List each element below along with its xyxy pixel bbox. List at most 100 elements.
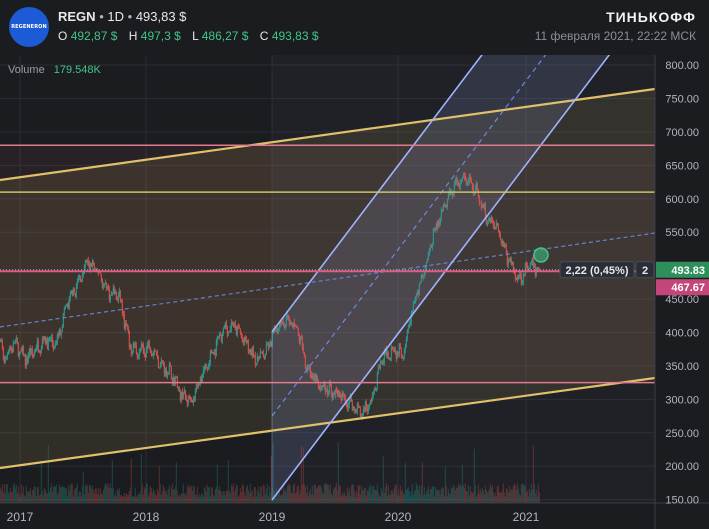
candle-body [432, 229, 434, 244]
volume-bar [451, 488, 453, 503]
volume-bar [398, 495, 400, 503]
volume-bar [459, 483, 461, 503]
long-channel-midline[interactable] [0, 232, 655, 328]
candle-body [488, 217, 490, 222]
candle-body [7, 351, 9, 354]
volume-bar [320, 487, 322, 503]
volume-bar [36, 487, 38, 503]
volume-bar [434, 486, 436, 503]
candle-body [73, 288, 75, 294]
volume-bar [241, 484, 243, 503]
volume-indicator-label[interactable]: Volume 179.548K [8, 64, 101, 76]
candle-body [116, 298, 118, 300]
volume-bar [415, 483, 417, 503]
price-chart[interactable]: 800.00 750.00 700.00 650.00 600.00 550.00 450.… [0, 55, 709, 529]
candle-body [291, 323, 293, 327]
long-channel-lower-line[interactable] [0, 376, 655, 470]
volume-bar [260, 486, 262, 503]
candle-body [89, 263, 91, 270]
volume-bar [503, 492, 505, 503]
volume-bar [482, 490, 484, 503]
volume-bar [87, 493, 89, 503]
volume-bar [238, 495, 240, 503]
candle-body [90, 263, 92, 267]
candle-body [2, 347, 4, 358]
volume-bar [472, 491, 474, 503]
volume-bar [301, 484, 303, 503]
volume-bar [171, 483, 173, 503]
volume-bar [61, 485, 63, 503]
regression-channel-lower-line[interactable] [271, 55, 655, 501]
drawing-lines[interactable] [0, 55, 655, 501]
volume-bar [377, 491, 379, 503]
volume-bar [429, 489, 431, 503]
volume-bar [536, 496, 538, 503]
candle-body [328, 382, 330, 393]
time-axis[interactable]: 2017 2018 2019 2020 2021 [7, 510, 540, 524]
interval-label[interactable]: 1D [107, 9, 124, 24]
candle-body [494, 227, 496, 229]
candle-body [265, 344, 267, 355]
volume-bar [508, 485, 510, 503]
long-channel-upper-line[interactable] [0, 87, 655, 182]
candle-body [261, 351, 263, 353]
price-tick-label: 600.00 [665, 194, 699, 206]
volume-bar [164, 491, 166, 503]
volume-bar [50, 483, 52, 503]
volume-bar [103, 486, 105, 503]
volume-bar [138, 494, 140, 503]
candle-body [394, 349, 396, 354]
volume-bar [59, 487, 61, 503]
volume-bar [242, 485, 244, 503]
candle-body [106, 286, 108, 288]
candle-body [341, 393, 343, 401]
candle-body [105, 283, 107, 288]
volume-bar [428, 493, 430, 503]
candle-body [452, 193, 454, 196]
volume-bar [348, 488, 350, 503]
volume-bar [267, 495, 269, 503]
volume-bar [356, 493, 358, 503]
regression-channel-upper-line[interactable] [271, 55, 655, 333]
volume-bar [57, 492, 59, 503]
candle-body [315, 375, 317, 381]
candle-body [102, 285, 104, 288]
candle-body [227, 331, 229, 335]
candle-body [498, 230, 500, 235]
price-tag-bg [656, 261, 709, 278]
volume-bar [501, 489, 503, 503]
candle-body [198, 383, 200, 386]
volume-bar [336, 490, 338, 503]
candle-body [325, 388, 327, 392]
volume-bar [307, 495, 309, 503]
candle-body [355, 410, 357, 412]
candle-body [213, 352, 215, 355]
candle-body [15, 338, 17, 340]
volume-bar [30, 495, 32, 503]
candle-body [36, 340, 38, 348]
candle-body [462, 175, 464, 178]
alert-marker-icon[interactable] [533, 247, 549, 263]
price-tag-bg [656, 279, 709, 296]
candle-body [317, 381, 319, 386]
regression-channel-midline[interactable] [271, 55, 655, 417]
volume-bar [463, 488, 465, 503]
volume-bar [476, 494, 478, 503]
volume-bar [134, 487, 136, 503]
candle-body [172, 377, 174, 384]
candle-body [14, 339, 16, 343]
candle-body [13, 342, 15, 344]
candle-body [199, 378, 201, 384]
candle-body [376, 372, 378, 389]
candle-body [71, 290, 73, 296]
candle-body [329, 382, 331, 386]
ticker-symbol[interactable]: REGN [58, 9, 96, 24]
company-logo-text: REGENERON [11, 24, 47, 30]
candle-body [255, 363, 257, 365]
candle-body [391, 347, 393, 350]
volume-bar [317, 485, 319, 503]
volume-bar [344, 495, 346, 503]
price-axis[interactable]: 800.00 750.00 700.00 650.00 600.00 550.00 450.… [665, 60, 699, 507]
candle-body [502, 240, 504, 244]
candle-body [149, 348, 151, 352]
